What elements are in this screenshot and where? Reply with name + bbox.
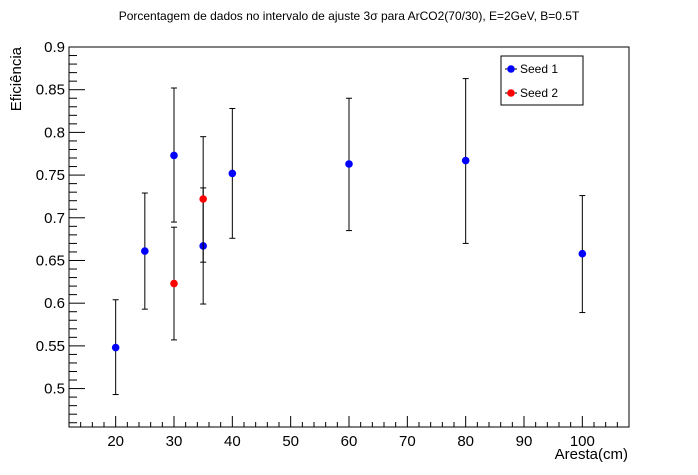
- data-point: [199, 195, 207, 203]
- legend-marker: [507, 89, 515, 97]
- y-tick-label: 0.75: [36, 167, 65, 184]
- data-series-layer: [111, 78, 587, 396]
- legend-box: [500, 55, 584, 106]
- data-point: [170, 151, 178, 160]
- legend-label: Seed 1: [520, 62, 558, 76]
- x-tick-label: 90: [516, 433, 533, 450]
- data-point: [461, 156, 470, 165]
- y-tick-label: 0.9: [44, 39, 65, 56]
- data-point: [111, 343, 120, 352]
- data-point: [170, 279, 178, 288]
- y-tick-label: 0.55: [36, 338, 65, 355]
- x-tick-label: 70: [399, 433, 416, 450]
- y-axis-label: Eficiência: [8, 46, 25, 111]
- y-tick-label: 0.65: [36, 252, 65, 269]
- x-tick-label: 50: [282, 433, 299, 450]
- x-tick-label: 30: [166, 433, 183, 450]
- x-axis: 20 30 40 50 60 70 80 90 100: [80, 416, 618, 450]
- legend: Seed 1 Seed 2: [500, 55, 584, 106]
- y-tick-label: 0.7: [44, 210, 65, 227]
- x-tick-label: 100: [570, 433, 595, 450]
- y-tick-label: 0.5: [44, 381, 65, 398]
- legend-label: Seed 2: [520, 86, 558, 100]
- data-point: [141, 247, 149, 255]
- y-tick-label: 0.85: [36, 82, 65, 99]
- chart-title: Porcentagem de dados no intervalo de aju…: [119, 9, 580, 23]
- series-1: [111, 78, 587, 396]
- y-axis: 0.5 0.55 0.6 0.65 0.7 0.75 0.8 0.85 0.9: [36, 39, 85, 424]
- data-point: [228, 169, 237, 178]
- y-tick-label: 0.8: [44, 124, 65, 141]
- data-point: [345, 160, 353, 168]
- y-tick-label: 0.6: [44, 295, 65, 312]
- x-tick-label: 60: [341, 433, 358, 450]
- x-tick-label: 40: [224, 433, 241, 450]
- x-axis-label: Aresta(cm): [555, 446, 628, 463]
- x-tick-label: 80: [457, 433, 474, 450]
- x-tick-label: 20: [107, 433, 124, 450]
- legend-marker: [507, 65, 515, 73]
- series-2: [170, 136, 207, 341]
- data-point: [578, 249, 587, 258]
